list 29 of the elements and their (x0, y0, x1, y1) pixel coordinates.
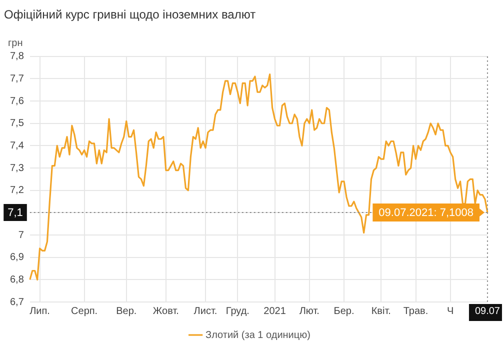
y-tick-label: 7,6 (10, 96, 24, 107)
x-tick-label: Трав. (403, 306, 428, 317)
y-axis-title: грн (8, 38, 23, 50)
y-tick-label: 7,2 (10, 185, 24, 196)
y-tick-label: 7,3 (10, 162, 24, 174)
ref-line-label: 7,1 (8, 207, 23, 220)
y-tick-label: 7,7 (10, 73, 24, 84)
x-tick-label: Груд. (226, 306, 250, 317)
legend-label: Злотий (за 1 одиницю) (206, 330, 310, 341)
y-tick-label: 6,9 (10, 252, 24, 264)
y-tick-label: 6,8 (10, 274, 24, 286)
x-tick-label: Лют. (299, 306, 320, 317)
x-tick-label: Бер. (334, 306, 354, 317)
y-tick-label: 7 (18, 230, 24, 241)
y-tick-label: 7,5 (10, 118, 24, 130)
annotation: 09.07.2021: 7,1008 (378, 207, 474, 220)
y-tick-label: 7,4 (10, 140, 24, 152)
x-tick-label: Серп. (71, 306, 98, 317)
x-tick-label: Вер. (116, 306, 137, 317)
y-tick-label: 7,8 (10, 51, 24, 62)
x-tick-label: 09.07 (474, 306, 500, 317)
y-tick-label: 6,7 (10, 296, 24, 308)
x-tick-label: Лип. (30, 306, 50, 317)
x-tick-label: Жовт. (152, 306, 179, 317)
x-tick-label: Квіт. (371, 306, 391, 317)
x-tick-label: Лист. (194, 306, 218, 317)
x-tick-label: 2021 (264, 306, 286, 317)
x-tick-label: Ч (447, 306, 454, 317)
chart-title: Офіційний курс гривні щодо іноземних валют (4, 8, 256, 22)
